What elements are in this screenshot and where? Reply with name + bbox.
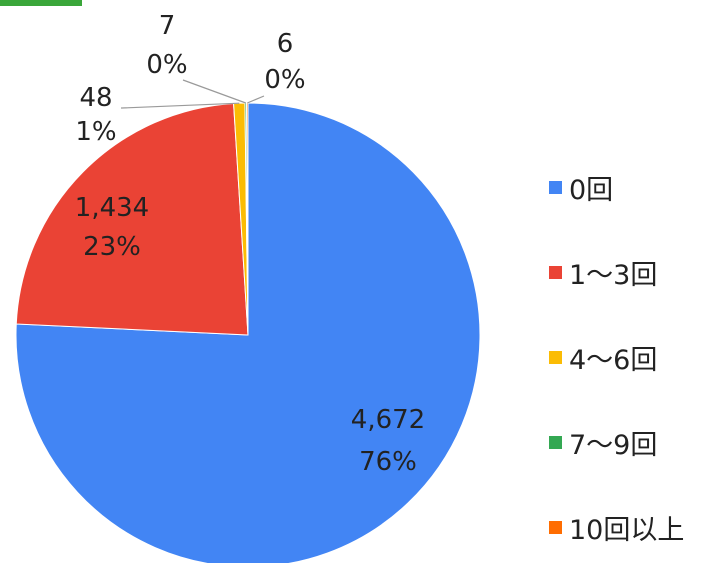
legend-item: 0回: [549, 172, 613, 206]
data-labels: 4,672 76% 1,434 23% 48 1% 7 0% 6 0%: [75, 11, 425, 477]
legend-item: 4〜6回: [549, 342, 657, 376]
legend-label: 1〜3回: [569, 259, 658, 291]
legend-label: 0回: [569, 174, 614, 206]
leader-line: [247, 95, 265, 104]
slice-percent-label: 76%: [359, 447, 417, 477]
pie-slice: [15, 102, 481, 563]
slice-percent-label: 1%: [75, 117, 116, 147]
legend-swatch: [549, 350, 562, 364]
legend-swatch: [549, 435, 562, 449]
pie-slices: [15, 102, 481, 563]
slice-percent-label: 23%: [83, 232, 141, 262]
slice-value-label: 1,434: [75, 193, 149, 223]
leader-lines: [121, 79, 265, 109]
slice-value-label: 6: [277, 29, 294, 59]
slice-percent-label: 0%: [146, 50, 187, 80]
pie-slice: [15, 102, 249, 336]
slice-value-label: 4,672: [351, 405, 425, 435]
legend-item: 10回以上: [549, 512, 684, 546]
slice-percent-label: 0%: [264, 65, 305, 95]
legend-item: 1〜3回: [549, 257, 657, 291]
legend-label: 7〜9回: [569, 429, 658, 461]
legend-label: 10回以上: [569, 514, 685, 546]
slice-value-label: 48: [79, 83, 112, 113]
slice-value-label: 7: [159, 11, 176, 41]
legend-label: 4〜6回: [569, 344, 658, 376]
legend-swatch: [549, 180, 562, 194]
top-accent-bar: [0, 0, 82, 6]
legend-swatch: [549, 265, 562, 279]
legend-item: 7〜9回: [549, 427, 657, 461]
leader-line: [182, 79, 247, 104]
leader-line: [121, 102, 240, 109]
legend-swatch: [549, 520, 562, 534]
